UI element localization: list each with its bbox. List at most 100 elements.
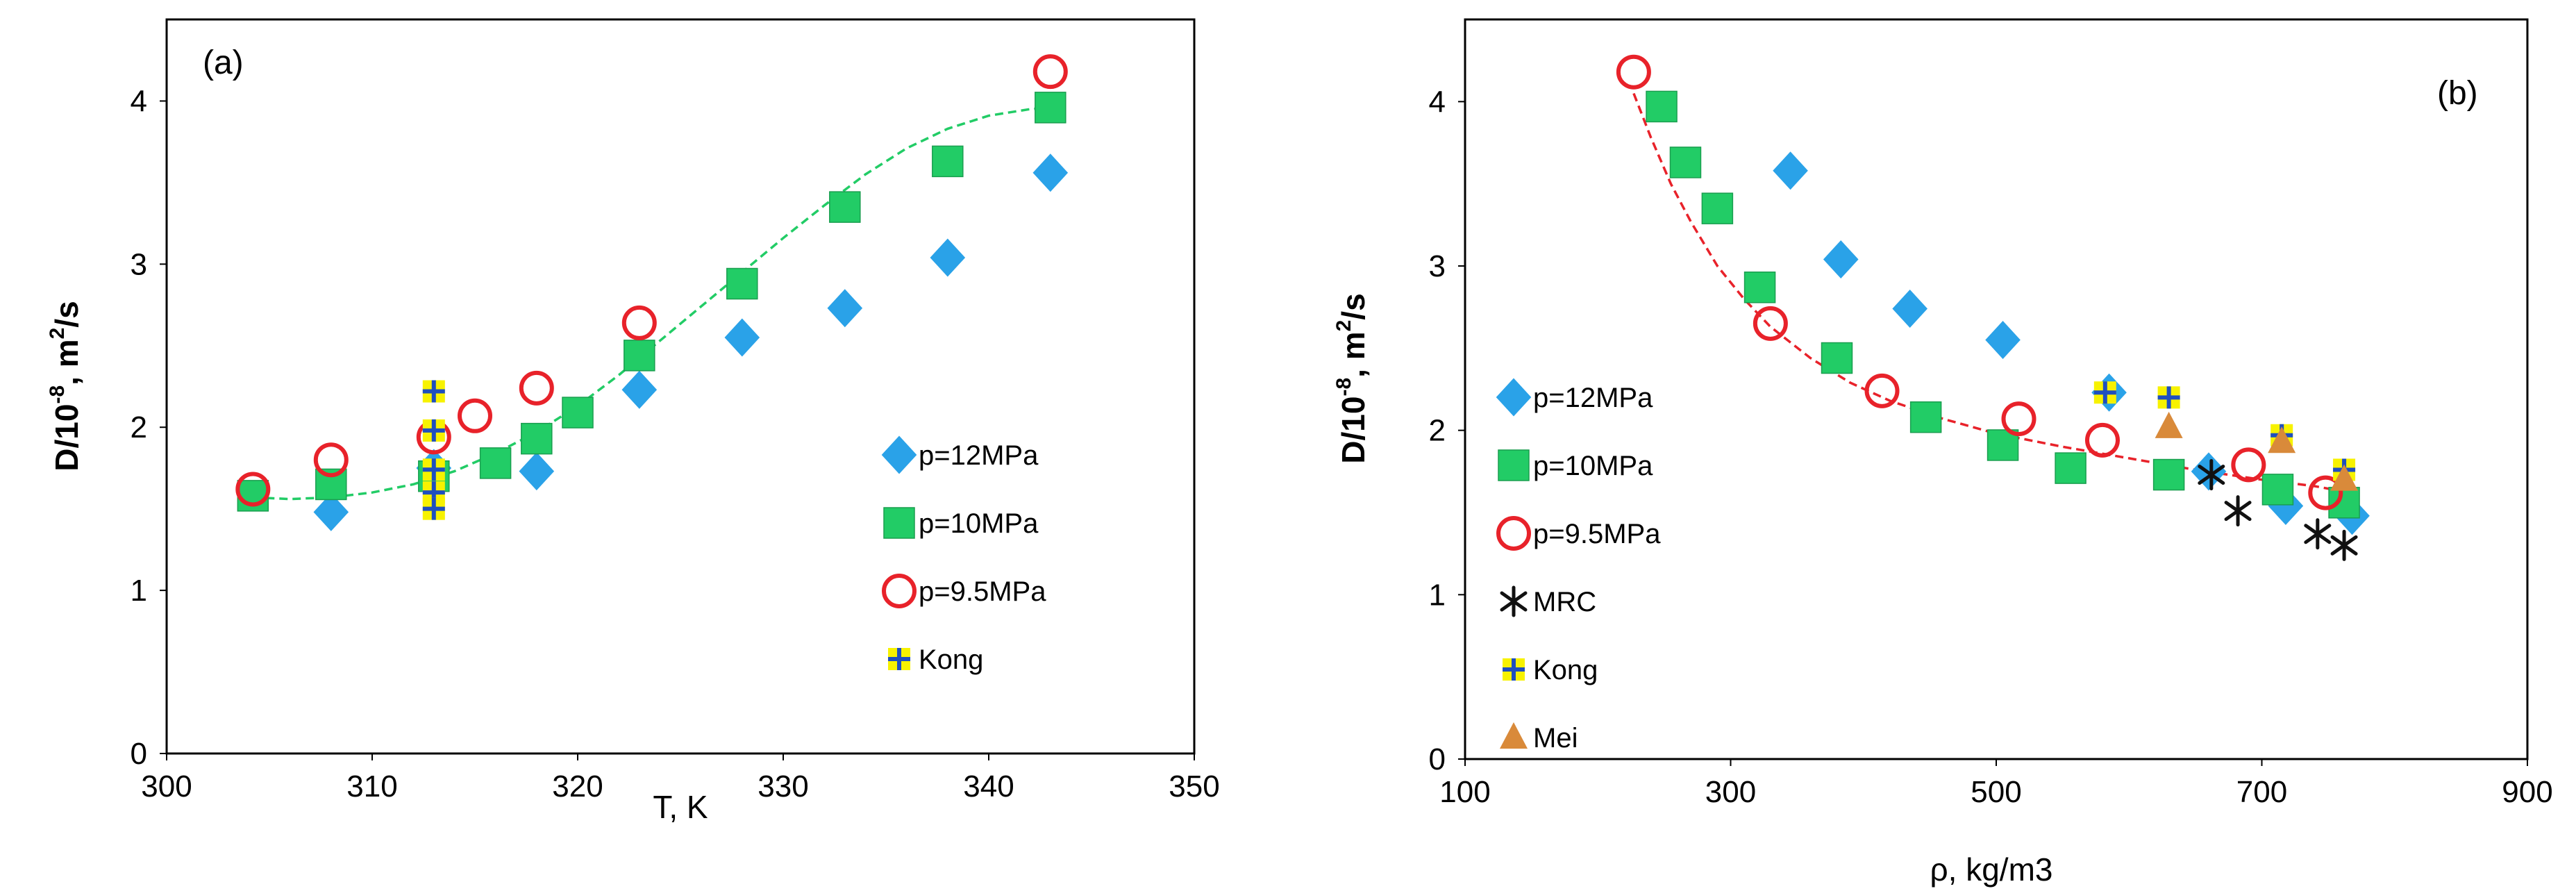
data-point [2231, 447, 2266, 483]
svg-text:D/10-8, m2/s: D/10-8, m2/s [1332, 293, 1371, 463]
data-point [930, 238, 966, 277]
data-point [1864, 373, 1900, 408]
legend-item: p=12MPa [1496, 378, 1653, 417]
legend-label: p=10MPa [1533, 451, 1653, 481]
legend-item: p=9.5MPa [1496, 516, 1661, 551]
data-point [1032, 54, 1068, 90]
legend-item: Kong [888, 644, 983, 675]
data-point [2308, 475, 2343, 510]
legend-item: Mei [1500, 722, 1578, 753]
x-axis-label-a: T, K [653, 789, 708, 825]
series-kong [422, 380, 445, 520]
data-point [1753, 306, 1788, 341]
y-tick-label: 3 [131, 247, 147, 281]
x-tick-label: 700 [2236, 775, 2287, 809]
y-tick-label: 0 [1429, 742, 1446, 776]
y-label-rest: , m [1335, 331, 1371, 377]
data-point [422, 419, 445, 442]
data-point [2055, 452, 2086, 484]
data-point [1616, 54, 1651, 90]
legend-item: MRC [1500, 585, 1596, 617]
x-tick-label: 310 [346, 769, 397, 803]
x-tick-label: 500 [1971, 775, 2021, 809]
legend-marker [888, 648, 910, 670]
data-point [2157, 386, 2180, 409]
x-tick-label: 300 [141, 769, 192, 803]
y-tick-label: 4 [1429, 85, 1446, 119]
data-point [2093, 381, 2116, 404]
legend-a: p=12MPa p=10MPa p=9.5MPa Kong [881, 435, 1046, 675]
y-tick-label: 2 [1429, 414, 1446, 448]
y-label-exp: -8 [1332, 378, 1355, 397]
data-point [2304, 518, 2332, 550]
y-label-end: /s [49, 301, 85, 327]
legend-item: p=9.5MPa [882, 574, 1046, 608]
x-tick-label: 330 [758, 769, 808, 803]
data-point [2001, 401, 2036, 437]
data-point [1743, 272, 1776, 303]
legend-marker [881, 435, 917, 474]
legend-label: Mei [1533, 723, 1578, 753]
y-tick-label: 1 [131, 574, 147, 608]
data-point [458, 398, 492, 433]
legend-marker [1496, 516, 1531, 551]
data-point [624, 340, 655, 372]
x-tick-label: 300 [1705, 775, 1756, 809]
data-point [1821, 342, 1853, 374]
svg-text:D/10-8, m2/s: D/10-8, m2/s [46, 301, 85, 471]
legend-marker [883, 507, 915, 539]
data-point [1892, 290, 1927, 328]
data-point [2152, 458, 2185, 491]
y-label-end: /s [1335, 293, 1371, 319]
data-point [519, 452, 555, 491]
data-point [621, 305, 657, 340]
x-tick-label: 900 [2502, 775, 2552, 809]
data-point [1773, 151, 1808, 190]
data-point [932, 145, 964, 178]
y-label-sq: 2 [46, 328, 69, 340]
legend-label: Kong [1533, 655, 1598, 685]
data-point [726, 267, 758, 300]
y-label-sq: 2 [1332, 320, 1355, 332]
legend-label: MRC [1533, 587, 1596, 617]
data-point [2268, 487, 2304, 526]
data-point [1669, 147, 1702, 178]
series-p-9-5mpa [1616, 54, 2343, 510]
data-point [422, 458, 445, 481]
data-point [2198, 459, 2225, 491]
y-tick-label: 4 [131, 84, 147, 118]
legend-b: p=12MPa p=10MPa p=9.5MPa MRC Kong Mei [1496, 378, 1661, 753]
data-point [1646, 90, 1678, 123]
trend-line [253, 106, 1051, 501]
data-point [2268, 426, 2296, 453]
data-point [562, 397, 594, 428]
data-point [724, 318, 760, 357]
legend-item: Kong [1503, 655, 1598, 685]
legend-label: p=12MPa [1533, 383, 1653, 413]
data-point [1985, 321, 2021, 359]
series-p-9-5mpa [235, 54, 1068, 507]
legend-marker [1498, 449, 1530, 481]
y-axis-label-a: D/10-8, m2/s [46, 301, 85, 471]
data-point [1823, 240, 1859, 279]
panel-a: D/10-8, m2/s T, K (a) 300 310 320 330 340 350… [46, 18, 1220, 825]
data-point [2330, 464, 2359, 491]
y-tick-label: 1 [1429, 578, 1446, 612]
data-point [2085, 422, 2120, 458]
data-point [2328, 487, 2360, 519]
legend-label: p=12MPa [919, 440, 1039, 471]
series-p-12mpa [313, 153, 1069, 531]
data-point [235, 472, 271, 507]
legend-label: Kong [919, 644, 983, 675]
legend-marker [1500, 722, 1528, 749]
y-tick-label: 0 [131, 737, 147, 771]
y-label-rest: , m [49, 339, 85, 385]
data-point [479, 447, 512, 479]
plot-area-a [165, 18, 1196, 755]
y-label-main: D/10 [1335, 397, 1371, 464]
data-point [1032, 153, 1069, 192]
series-p-10mpa [1646, 90, 2360, 519]
legend-label: p=9.5MPa [1533, 519, 1661, 549]
data-point [1035, 92, 1067, 124]
